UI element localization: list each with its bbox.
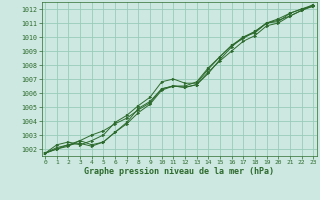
- X-axis label: Graphe pression niveau de la mer (hPa): Graphe pression niveau de la mer (hPa): [84, 167, 274, 176]
